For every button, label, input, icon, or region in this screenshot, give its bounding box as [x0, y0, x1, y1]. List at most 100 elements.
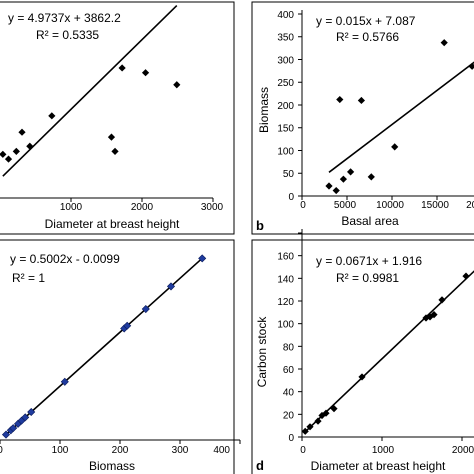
- data-point: [314, 417, 322, 425]
- y-tick-label: 300: [277, 56, 294, 67]
- y-axis-label: Biomass: [257, 87, 271, 133]
- data-point: [1, 430, 11, 439]
- data-point: [332, 186, 340, 195]
- x-tick-label: 200: [112, 445, 129, 456]
- data-point: [198, 254, 207, 263]
- data-point: [173, 81, 181, 89]
- equation-label: y = 0.5002x - 0.0099: [10, 252, 120, 266]
- x-tick-label: 1000: [60, 202, 83, 213]
- panel-b-frame: [251, 1, 474, 235]
- data-point: [123, 321, 132, 330]
- y-tick-label: 200: [277, 101, 294, 112]
- data-point: [0, 150, 7, 158]
- y-tick-label: 50: [283, 169, 295, 180]
- data-point: [141, 305, 150, 314]
- data-point: [9, 424, 18, 433]
- x-axis-label: Diameter at breast height: [45, 217, 180, 231]
- data-point: [27, 407, 36, 417]
- panel-b: y = 0.015x + 7.087 R² = 0.5766 0 50 100 …: [256, 10, 474, 233]
- data-point: [438, 296, 446, 304]
- panel-letter: b: [256, 218, 264, 233]
- data-point: [4, 155, 13, 163]
- y-tick-label: 150: [277, 124, 294, 135]
- panel-c-frame: [0, 239, 235, 474]
- data-point: [330, 405, 338, 413]
- panel-a-frame: [0, 1, 235, 235]
- x-tick-label: 0: [300, 445, 306, 456]
- equation-label: y = 0.015x + 7.087: [316, 14, 416, 28]
- y-tick-label: 0: [288, 433, 294, 444]
- data-point: [12, 147, 20, 155]
- x-tick-label: 300: [172, 445, 189, 456]
- y-tick-label: 120: [277, 297, 294, 308]
- data-point: [339, 175, 347, 183]
- data-point: [358, 373, 366, 381]
- r-squared-label: R² = 0.5766: [336, 30, 399, 44]
- y-tick-label: 80: [283, 342, 295, 353]
- data-point: [60, 377, 69, 386]
- y-tick-label: 100: [277, 147, 294, 158]
- x-tick-label: 15000: [421, 200, 449, 211]
- equation-label: y = 0.0671x + 1.916: [316, 254, 422, 268]
- x-tick-label: 400: [213, 445, 230, 456]
- r-squared-label: R² = 0.9981: [336, 271, 399, 285]
- x-axis-label: Basal area: [341, 214, 399, 228]
- y-tick-label: 20: [283, 410, 295, 421]
- x-tick-label: 0: [0, 445, 3, 456]
- panel-a: y = 4.9737x + 3862.2 R² = 0.5335 1000 20…: [0, 4, 224, 231]
- data-point: [357, 96, 365, 105]
- r-squared-label: R² = 1: [12, 271, 45, 285]
- data-point: [322, 409, 330, 417]
- x-axis-label: Diameter at breast height: [311, 459, 446, 473]
- data-point: [141, 69, 150, 77]
- x-tick-label: 2000: [452, 445, 474, 456]
- data-point: [118, 64, 126, 72]
- plot-area: [0, 4, 214, 202]
- panel-letter: d: [256, 458, 264, 473]
- y-tick-label: 40: [283, 388, 295, 399]
- data-point: [48, 112, 56, 120]
- panel-d-frame: [251, 239, 474, 474]
- data-point: [468, 62, 474, 70]
- data-point: [347, 168, 355, 176]
- x-tick-label: 1000: [372, 445, 395, 456]
- y-tick-label: 60: [283, 365, 295, 376]
- x-tick-label: 10000: [376, 200, 404, 211]
- data-point: [336, 95, 344, 104]
- plot-area: [0, 254, 241, 444]
- plot-area: [298, 229, 474, 441]
- equation-label: y = 4.9737x + 3862.2: [8, 11, 121, 25]
- panel-c: y = 0.5002x - 0.0099 R² = 1 0 100 200 30…: [0, 252, 241, 473]
- y-tick-label: 140: [277, 274, 294, 285]
- data-point: [306, 423, 314, 431]
- x-tick-label: 5000: [334, 200, 357, 211]
- r-squared-label: R² = 0.5335: [36, 28, 99, 42]
- data-point: [367, 173, 375, 181]
- panel-d: y = 0.0671x + 1.916 R² = 0.9981 0 20 40 …: [255, 229, 474, 473]
- data-point: [440, 39, 448, 47]
- x-axis-label: Biomass: [89, 459, 135, 473]
- x-tick-label: 3000: [201, 202, 224, 213]
- y-tick-label: 400: [277, 10, 294, 21]
- data-point: [166, 282, 176, 291]
- x-tick-label: 20000: [466, 200, 474, 211]
- data-point: [107, 133, 116, 141]
- y-tick-label: 160: [277, 252, 294, 263]
- data-point: [391, 143, 399, 151]
- data-point: [18, 128, 26, 136]
- trendline: [328, 61, 474, 173]
- x-tick-label: 0: [300, 200, 306, 211]
- y-tick-label: 0: [288, 192, 294, 203]
- data-point: [26, 142, 34, 150]
- data-point: [21, 413, 30, 422]
- data-point: [301, 427, 309, 435]
- data-point: [325, 182, 333, 190]
- x-tick-label: 2000: [131, 202, 154, 213]
- x-tick-label: 100: [52, 445, 69, 456]
- data-point: [462, 272, 470, 280]
- data-point: [111, 147, 119, 155]
- data-point: [430, 311, 438, 319]
- y-axis-label: Carbon stock: [255, 316, 269, 388]
- plot-area: [298, 10, 474, 200]
